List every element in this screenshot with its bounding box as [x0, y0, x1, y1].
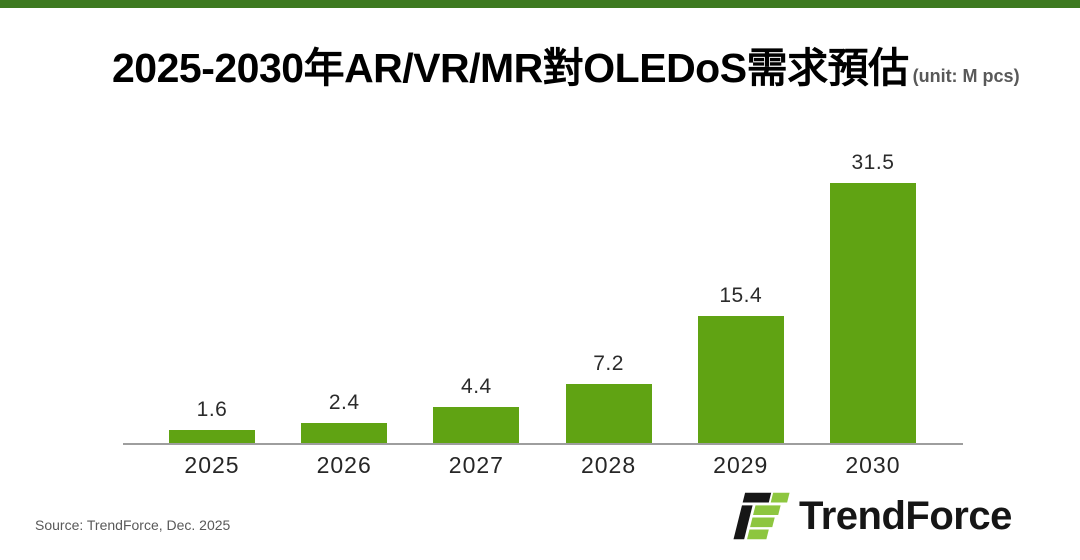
bar-chart: 1.6 2.4 4.4 7.2 15.4 31.5 2025 2026 2027 2028 202… — [123, 140, 963, 479]
page-title: 2025-2030年AR/VR/MR對OLEDoS需求預估 — [112, 45, 909, 91]
x-tick-label: 2027 — [448, 452, 504, 478]
bar-group-2030: 31.5 — [829, 151, 916, 443]
x-axis-line — [123, 443, 963, 445]
x-tick-label: 2029 — [713, 452, 769, 478]
top-accent-strip — [0, 0, 1080, 8]
bar-2027 — [433, 406, 520, 443]
bar-value-label: 1.6 — [196, 397, 228, 421]
bar-value-label: 15.4 — [719, 283, 763, 307]
source-note: Source: TrendForce, Dec. 2025 — [35, 517, 231, 533]
trendforce-logo-text: TrendForce — [799, 493, 1012, 538]
x-tick-label: 2025 — [184, 452, 240, 478]
page-title-block: 2025-2030年AR/VR/MR對OLEDoS需求預估 (unit: M pc… — [112, 34, 1020, 94]
bar-group-2025: 1.6 — [169, 398, 255, 443]
bar-2025 — [169, 429, 255, 443]
bar-value-label: 2.4 — [328, 391, 360, 415]
bar-value-label: 31.5 — [851, 151, 895, 174]
bar-value-label: 4.4 — [461, 374, 492, 398]
bar-2026 — [301, 423, 388, 443]
x-tick-label: 2026 — [316, 452, 372, 478]
bar-group-2028: 7.2 — [565, 351, 652, 443]
bar-value-label: 7.2 — [593, 351, 624, 375]
trendforce-logo-icon — [733, 492, 790, 540]
x-axis-labels: 2025 2026 2027 2028 2029 2030 — [123, 452, 963, 479]
x-tick-label: 2030 — [845, 452, 901, 478]
trendforce-logo: TrendForce — [733, 486, 1012, 546]
bar-2028 — [565, 383, 652, 443]
bar-group-2027: 4.4 — [433, 374, 520, 443]
plot-area: 1.6 2.4 4.4 7.2 15.4 31.5 — [123, 140, 963, 443]
bar-group-2026: 2.4 — [301, 391, 388, 443]
x-tick-label: 2028 — [580, 452, 637, 478]
bar-group-2029: 15.4 — [697, 283, 784, 443]
unit-label: (unit: M pcs) — [912, 66, 1020, 86]
bar-2030 — [829, 183, 916, 443]
bar-2029 — [697, 315, 784, 443]
